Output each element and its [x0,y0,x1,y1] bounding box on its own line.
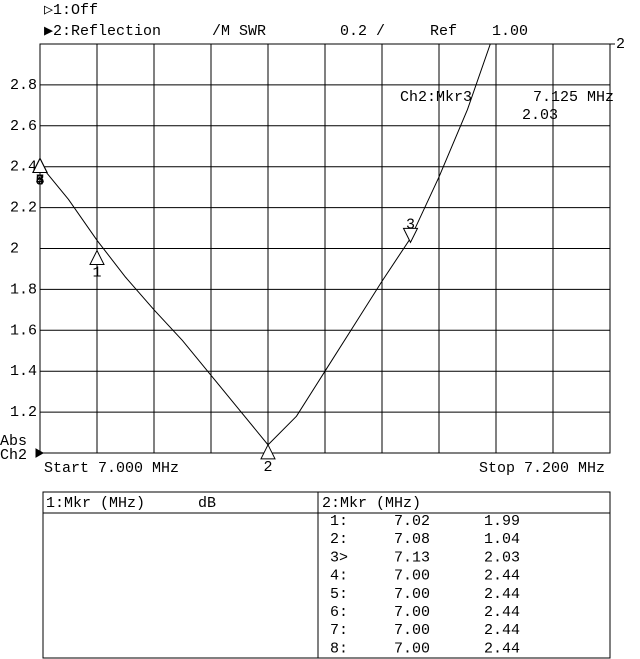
table-cell: 7.00 [394,640,430,657]
y-tick-label: 2.6 [10,118,37,135]
y-tick-label: 2.4 [10,159,37,176]
annotation-title: Ch2:Mkr3 [400,89,472,106]
header-format: /M SWR [212,23,266,40]
marker-label: 1 [92,265,101,282]
annotation-freq: 7.125 MHz [533,89,614,106]
y-tick-label: 1.8 [10,281,37,298]
table-cell: 2: [330,531,348,548]
header-ref-label: Ref [430,23,457,40]
table-cell: 7.00 [394,568,430,585]
table-header: 1:Mkr (MHz) [46,495,145,512]
table-header: dB [198,495,216,512]
marker-label: 8 [35,172,44,189]
table-cell: 4: [330,568,348,585]
table-cell: 7.13 [394,549,430,566]
marker-label: 3 [406,216,415,233]
table-cell: 7.00 [394,586,430,603]
marker [32,157,48,174]
table-cell: 2.44 [484,622,520,639]
header-ref-value: 1.00 [492,23,528,40]
trace-label: 2 [616,36,625,53]
table-cell: 7.00 [394,622,430,639]
table-cell: 1: [330,513,348,530]
table-cell: 2.44 [484,640,520,657]
y-tick-label: 2 [10,240,19,257]
table-cell: 8: [330,640,348,657]
y-tick-label: 1.6 [10,322,37,339]
table-cell: 7.02 [394,513,430,530]
header-ch1: ▷1:Off [44,2,98,19]
y-label: Ch2 [0,447,27,464]
marker [89,249,105,266]
table-cell: 2.44 [484,568,520,585]
stop-label: Stop 7.200 MHz [479,460,605,477]
annotation-value: 2.03 [522,107,558,124]
table-cell: 1.99 [484,513,520,530]
header-ch2: ▶2:Reflection [44,23,161,40]
trace [39,43,610,446]
table-cell: 2.44 [484,586,520,603]
table-cell: 2.44 [484,604,520,621]
marker-label: 7 [35,172,44,189]
start-label: Start 7.000 MHz [44,460,179,477]
header-scale: 0.2 / [340,23,385,40]
marker-label: 6 [35,172,44,189]
marker-label: 2 [263,459,272,476]
marker-label: 5 [35,172,44,189]
table-cell: 7: [330,622,348,639]
marker [260,443,276,460]
marker-label: 4 [35,172,44,189]
y-tick-label: 1.4 [10,363,37,380]
table-frame [42,491,611,659]
table-cell: 5: [330,586,348,603]
table-header: 2:Mkr (MHz) [322,495,421,512]
table-cell: 3> [330,549,348,566]
table-cell: 6: [330,604,348,621]
y-tick-label: 2.2 [10,200,37,217]
marker [402,227,419,244]
y-label: Abs [0,433,27,450]
table-cell: 7.08 [394,531,430,548]
y-tick-label: 2.8 [10,77,37,94]
table-cell: 7.00 [394,604,430,621]
y-tick-label: 1.2 [10,404,37,421]
table-cell: 2.03 [484,549,520,566]
table-cell: 1.04 [484,531,520,548]
